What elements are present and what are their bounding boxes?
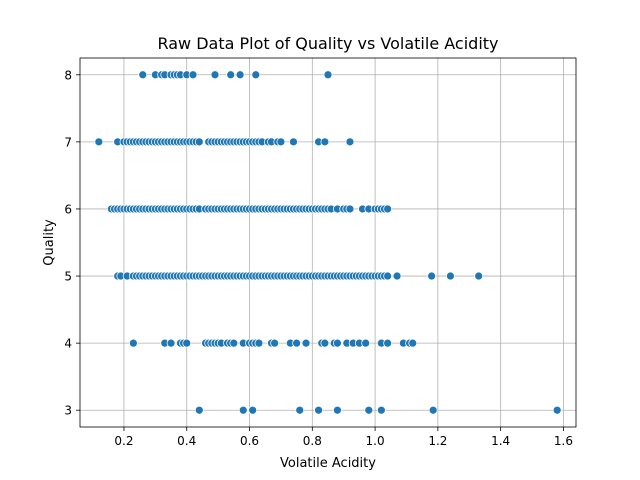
data-point xyxy=(361,338,371,348)
data-points xyxy=(94,70,562,415)
data-point xyxy=(270,338,280,348)
data-point xyxy=(345,204,355,214)
x-tick-label: 1.4 xyxy=(491,434,510,448)
data-point xyxy=(333,405,342,415)
data-point xyxy=(188,70,198,80)
data-point xyxy=(94,137,104,147)
data-point xyxy=(182,338,192,348)
data-point xyxy=(428,405,438,415)
x-tick-label: 1.0 xyxy=(366,434,385,448)
data-point xyxy=(138,70,148,80)
data-point xyxy=(552,405,562,415)
data-point xyxy=(383,338,393,348)
data-point xyxy=(289,137,298,147)
y-axis-ticks: 3 4 5 6 7 8 xyxy=(64,68,80,418)
data-point xyxy=(166,338,176,348)
data-point xyxy=(314,405,323,415)
x-tick-label: 0.2 xyxy=(114,434,133,448)
data-point xyxy=(323,70,333,80)
data-point xyxy=(194,137,204,147)
data-point xyxy=(194,405,204,415)
data-point xyxy=(345,137,355,147)
data-point xyxy=(474,271,484,281)
data-point xyxy=(301,338,311,348)
data-point xyxy=(251,70,261,80)
data-point xyxy=(383,204,393,214)
data-point xyxy=(292,338,301,348)
data-point xyxy=(128,338,138,348)
data-point xyxy=(276,137,286,147)
y-tick-label: 7 xyxy=(64,135,72,149)
x-axis-ticks: 0.2 0.4 0.6 0.8 1.0 1.2 1.4 1.6 xyxy=(114,427,573,448)
plot-frame xyxy=(79,57,577,428)
data-point xyxy=(238,405,248,415)
data-point xyxy=(229,338,239,348)
data-point xyxy=(392,271,402,281)
data-point xyxy=(254,338,264,348)
x-tick-label: 1.6 xyxy=(554,434,573,448)
data-point xyxy=(295,405,305,415)
data-point xyxy=(408,338,418,348)
data-point xyxy=(210,70,220,80)
y-tick-label: 5 xyxy=(64,270,72,284)
x-tick-label: 1.2 xyxy=(428,434,447,448)
data-point xyxy=(226,70,236,80)
data-point xyxy=(320,137,330,147)
x-tick-label: 0.4 xyxy=(177,434,196,448)
data-point xyxy=(376,405,386,415)
data-point xyxy=(333,338,342,348)
data-point xyxy=(446,271,455,281)
y-tick-label: 4 xyxy=(64,337,72,351)
x-tick-label: 0.6 xyxy=(240,434,259,448)
data-point xyxy=(383,271,393,281)
x-tick-label: 0.8 xyxy=(303,434,322,448)
data-point xyxy=(364,405,374,415)
x-axis-label: Volatile Acidity xyxy=(280,456,376,471)
y-tick-label: 6 xyxy=(64,202,72,216)
y-tick-label: 8 xyxy=(64,68,72,82)
data-point xyxy=(235,70,245,80)
y-axis-label: Quality xyxy=(42,219,57,266)
y-tick-label: 3 xyxy=(64,404,72,418)
data-point xyxy=(248,405,258,415)
chart-title: Raw Data Plot of Quality vs Volatile Aci… xyxy=(157,34,498,53)
data-point xyxy=(320,338,330,348)
data-point xyxy=(427,271,436,281)
